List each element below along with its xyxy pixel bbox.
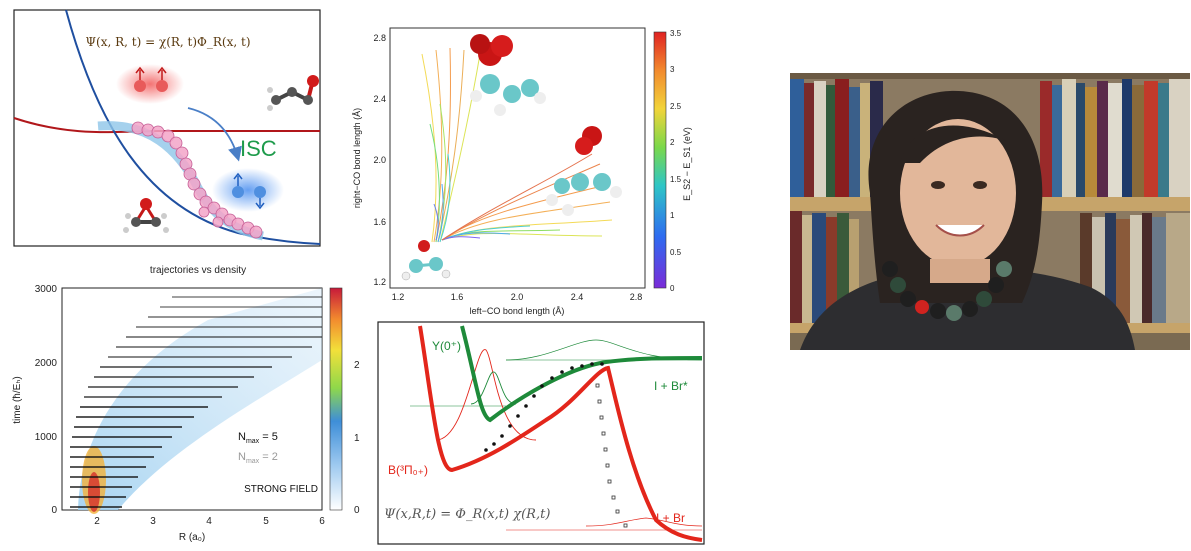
red-outgoing [585, 517, 703, 527]
svg-text:0: 0 [354, 505, 360, 516]
co-yticks: 1.2 1.6 2.0 2.4 2.8 [373, 33, 386, 287]
svg-text:2.4: 2.4 [373, 94, 386, 104]
strong-field-label: STRONG FIELD [244, 484, 318, 495]
aldehyde-molecule-icon [267, 75, 319, 111]
portrait-image [790, 73, 1190, 350]
svg-text:1000: 1000 [35, 432, 58, 443]
co-cbar-ticks: 0 0.5 1 1.5 2 2.5 3 3.5 [670, 29, 682, 293]
co-plot-frame [389, 27, 646, 289]
ibr-panel: Y(0⁺) B(³Π₀₊) I + Br* I + Br Ψ(x,R,t) = … [376, 320, 706, 546]
co-bond-panel: 1.2 1.6 2.0 2.4 2.8 1.2 1.6 2.0 2.4 2.8 … [340, 14, 695, 319]
svg-text:0.5: 0.5 [670, 248, 682, 257]
svg-text:5: 5 [263, 516, 269, 527]
svg-text:2.0: 2.0 [373, 155, 386, 165]
isc-panel: Ψ(x, R, t) = χ(R, t)Φ_R(x, t) [8, 8, 324, 250]
triplet-spins-icon [134, 66, 168, 92]
trajectory-ylabel: time (ħ/Eₕ) [12, 376, 23, 423]
ibr-label: I + Br [656, 511, 685, 525]
svg-text:1.5: 1.5 [670, 175, 682, 184]
svg-text:2.8: 2.8 [373, 33, 386, 43]
molecule-right-icon [546, 126, 622, 216]
b-curve [418, 325, 703, 542]
svg-text:4: 4 [206, 516, 212, 527]
svg-text:1.6: 1.6 [373, 217, 386, 227]
svg-text:3: 3 [670, 65, 675, 74]
svg-text:2000: 2000 [35, 358, 58, 369]
isc-label: ISC [240, 136, 277, 161]
svg-text:2: 2 [94, 516, 100, 527]
trajectory-figure: trajectories vs density [12, 265, 360, 543]
ibr-square-markers [595, 383, 628, 528]
svg-text:2: 2 [670, 138, 675, 147]
wavefunction-equation: Ψ(x, R, t) = χ(R, t)Φ_R(x, t) [85, 35, 250, 49]
triplet-glow [116, 64, 184, 104]
co-xticks: 1.2 1.6 2.0 2.4 2.8 [392, 292, 643, 302]
singlet-spins-icon [232, 172, 266, 210]
trajectory-colorbar [329, 287, 343, 511]
isc-arrow [187, 107, 242, 162]
svg-text:3000: 3000 [35, 284, 58, 295]
svg-text:1.2: 1.2 [392, 292, 405, 302]
co-colorbar [653, 31, 667, 289]
trajectory-xticks: 2 3 4 5 6 [94, 516, 325, 527]
svg-text:1: 1 [670, 211, 675, 220]
svg-text:1: 1 [354, 433, 360, 444]
isc-figure: Ψ(x, R, t) = χ(R, t)Φ_R(x, t) [13, 9, 321, 247]
legend-nmax2: Nmax = 2 [238, 451, 278, 465]
handwritten-equation: Ψ(x,R,t) = Φ_R(x,t) χ(R,t) [384, 507, 550, 522]
epoxide-molecule-icon [123, 198, 169, 233]
svg-text:0: 0 [670, 284, 675, 293]
molecule-top-icon [470, 34, 546, 116]
trajectory-panel: trajectories vs density [8, 260, 373, 546]
trajectory-title: trajectories vs density [150, 265, 246, 276]
trajectory-xlabel: R (a₀) [179, 532, 205, 543]
svg-text:1.6: 1.6 [451, 292, 464, 302]
singlet-curve [65, 9, 321, 245]
red-wavepacket [435, 349, 537, 441]
ibr-figure: Y(0⁺) B(³Π₀₊) I + Br* I + Br Ψ(x,R,t) = … [377, 321, 705, 545]
svg-text:2.5: 2.5 [670, 102, 682, 111]
portrait-photo [790, 73, 1190, 350]
trajectory-cbar-ticks: 0 1 2 [354, 360, 360, 516]
necklace [882, 261, 1012, 321]
density-fan [78, 288, 322, 510]
co-trajectories [421, 47, 613, 243]
svg-text:2.8: 2.8 [630, 292, 643, 302]
y-curve [460, 325, 703, 423]
b-state-label: B(³Π₀₊) [388, 463, 428, 477]
y-state-label: Y(0⁺) [432, 339, 461, 353]
svg-text:6: 6 [319, 516, 325, 527]
co-cbar-label: E_S2 − E_S1 (eV) [682, 127, 692, 201]
co-ylabel: right−CO bond length (Å) [352, 108, 362, 208]
legend-nmax5: Nmax = 5 [238, 431, 278, 445]
svg-text:3.5: 3.5 [670, 29, 682, 38]
ibr-markers [484, 362, 604, 452]
density-core [88, 472, 100, 512]
trajectory-points [70, 296, 322, 508]
svg-text:2.0: 2.0 [511, 292, 524, 302]
molecule-bottom-icon [401, 240, 451, 281]
ibr-star-label: I + Br* [654, 379, 688, 393]
co-bond-figure: 1.2 1.6 2.0 2.4 2.8 1.2 1.6 2.0 2.4 2.8 … [352, 27, 692, 316]
trajectory-dots [131, 121, 263, 239]
svg-text:2: 2 [354, 360, 360, 371]
person-figure [800, 90, 1135, 350]
svg-text:1.2: 1.2 [373, 277, 386, 287]
co-xlabel: left−CO bond length (Å) [470, 306, 565, 316]
green-outgoing [505, 339, 703, 361]
svg-text:3: 3 [150, 516, 156, 527]
singlet-glow [212, 168, 284, 212]
svg-text:0: 0 [51, 505, 57, 516]
trajectory-yticks: 0 1000 2000 3000 [35, 284, 58, 516]
svg-text:2.4: 2.4 [571, 292, 584, 302]
